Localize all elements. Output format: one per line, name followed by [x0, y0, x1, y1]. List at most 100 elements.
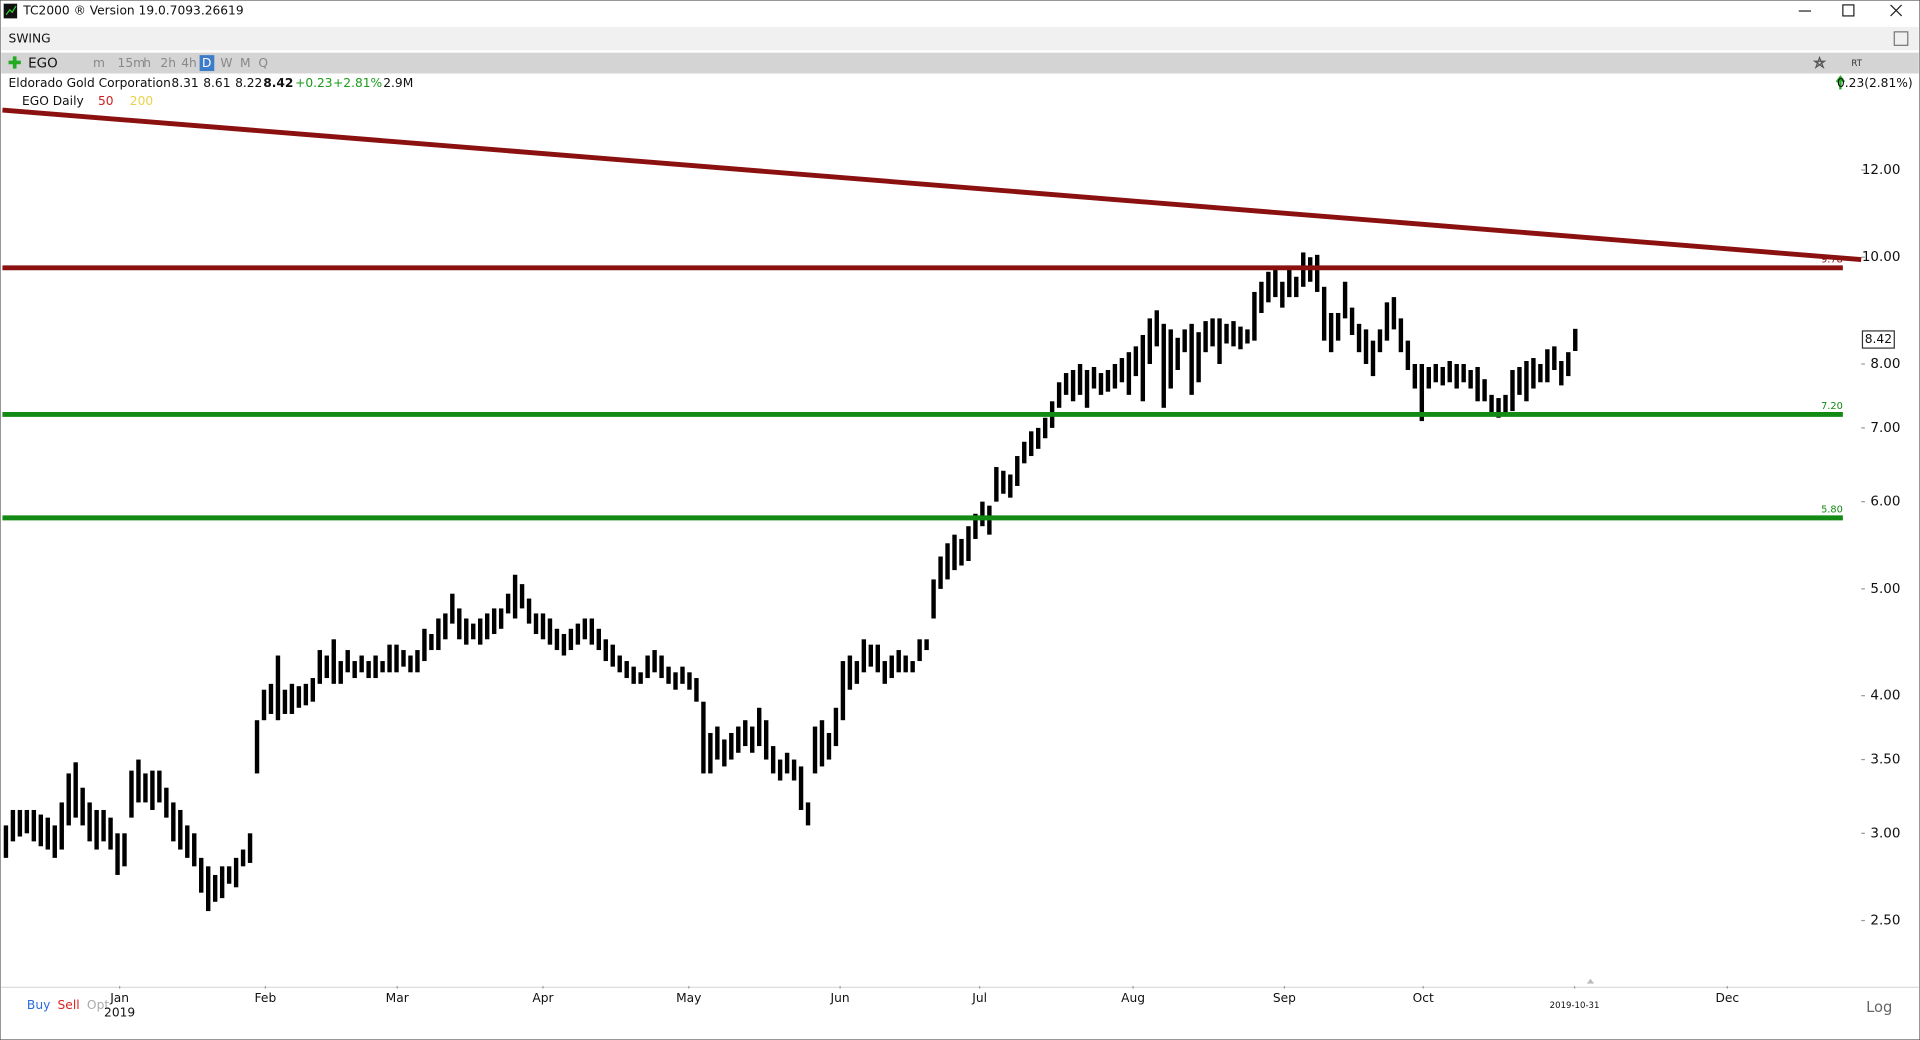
price-bar	[17, 809, 23, 837]
price-bar	[1489, 394, 1494, 415]
price-bar	[1559, 361, 1564, 386]
price-bar	[247, 833, 253, 863]
price-bar	[1224, 323, 1229, 344]
price-bar	[554, 628, 560, 651]
symbol[interactable]: EGO	[28, 56, 58, 72]
price-bar	[505, 593, 511, 614]
price-bar	[164, 787, 169, 818]
timeframe[interactable]: 15m	[118, 56, 145, 70]
level-label: 5.80	[1821, 504, 1843, 515]
up-arrow	[1835, 75, 1846, 90]
timeframe[interactable]: M	[240, 56, 251, 70]
price-bar	[80, 787, 85, 826]
tab-button[interactable]	[1893, 31, 1909, 46]
price-bar	[45, 817, 50, 850]
y-tick-label: 2.50	[1870, 913, 1900, 929]
price-bar	[1189, 323, 1194, 395]
price-bar	[219, 866, 225, 899]
price-bar	[1091, 366, 1097, 389]
price-bar	[945, 543, 950, 580]
ma-200[interactable]: 200	[130, 94, 153, 108]
price-bar	[233, 857, 239, 888]
quote-value: 8.61	[203, 76, 230, 90]
timeframe[interactable]: h	[143, 56, 151, 70]
price-bar	[1566, 352, 1571, 377]
price-bar	[1259, 281, 1264, 313]
scale-toggle[interactable]: Log	[1866, 999, 1892, 1016]
price-bar	[931, 579, 936, 619]
price-bar	[282, 689, 288, 714]
price-bar	[401, 650, 406, 667]
price-bar	[192, 833, 197, 867]
timeframe[interactable]: D	[202, 56, 211, 70]
price-bar	[973, 513, 978, 539]
price-bar	[1447, 361, 1452, 383]
timeframe[interactable]: Q	[258, 56, 268, 70]
price-bar	[896, 650, 901, 673]
study-name[interactable]: EGO Daily	[22, 94, 84, 108]
price-bar	[847, 655, 853, 690]
price-bar	[1510, 370, 1515, 412]
price-bar	[1077, 363, 1083, 395]
price-bar	[157, 770, 162, 803]
quote-value: 8.42	[263, 76, 293, 90]
plot: 2.50 3.00 3.50 4.00 5.00 6.00 7.00 8.00 10.00 12.…	[2, 106, 1900, 1020]
restore-button[interactable]	[1842, 4, 1855, 17]
x-tick-label: Sep	[1273, 991, 1296, 1005]
price-bar	[380, 661, 385, 673]
price-bar	[31, 809, 37, 842]
price-bar	[1531, 358, 1536, 389]
price-bar	[512, 574, 518, 619]
price-bar	[1335, 312, 1341, 341]
price-bar	[226, 866, 232, 884]
price-bar	[652, 650, 657, 673]
price-bar	[275, 655, 281, 721]
price-bar	[701, 701, 706, 774]
price-bar	[331, 639, 336, 684]
last-price-label: 8.42	[1865, 332, 1892, 346]
add-button[interactable]	[8, 56, 21, 69]
timeframe[interactable]: 2h	[160, 56, 176, 70]
close-button[interactable]	[1890, 4, 1903, 17]
price-bar	[833, 707, 839, 747]
price-bar	[547, 618, 553, 645]
timeframe[interactable]: 4h	[181, 56, 197, 70]
price-bar	[373, 655, 378, 679]
opt-button[interactable]: Opt	[87, 998, 109, 1012]
price-bar	[136, 759, 141, 803]
buy-button[interactable]: Buy	[27, 998, 50, 1012]
price-bar	[819, 720, 825, 767]
price-bar	[415, 650, 420, 673]
favorite-icon[interactable]	[1812, 55, 1827, 70]
y-tick-label: 8.00	[1870, 356, 1900, 372]
price-bar	[624, 661, 629, 679]
price-bar	[1573, 328, 1578, 352]
x-tick-label: 2019-10-31	[1550, 1001, 1600, 1011]
level-label: 7.20	[1821, 401, 1843, 412]
price-bar	[73, 762, 78, 818]
price-bar	[1377, 329, 1383, 353]
price-bar	[589, 618, 595, 645]
price-bar	[1398, 318, 1404, 353]
price-bar	[1552, 346, 1557, 371]
x-tick-label: Oct	[1413, 991, 1434, 1005]
price-bar	[324, 655, 329, 679]
ma-50[interactable]: 50	[98, 94, 114, 108]
price-bar	[854, 661, 860, 684]
timeframe-selected	[199, 55, 215, 72]
price-bar	[150, 770, 155, 810]
price-bar	[1405, 340, 1411, 371]
price-bar	[498, 608, 504, 629]
rt-label[interactable]: RT	[1851, 59, 1862, 69]
price-bar	[1008, 474, 1013, 498]
timeframe[interactable]: W	[220, 56, 232, 70]
quote-value: 8.31	[171, 76, 198, 90]
tab-title[interactable]: SWING	[9, 32, 51, 46]
price-bar	[924, 639, 929, 651]
quote-value: +0.23	[295, 76, 332, 90]
price-bar	[185, 825, 190, 858]
sell-button[interactable]: Sell	[58, 998, 80, 1012]
price-bar	[722, 739, 727, 767]
price-bar	[66, 773, 71, 826]
timeframe[interactable]: m	[93, 56, 105, 70]
